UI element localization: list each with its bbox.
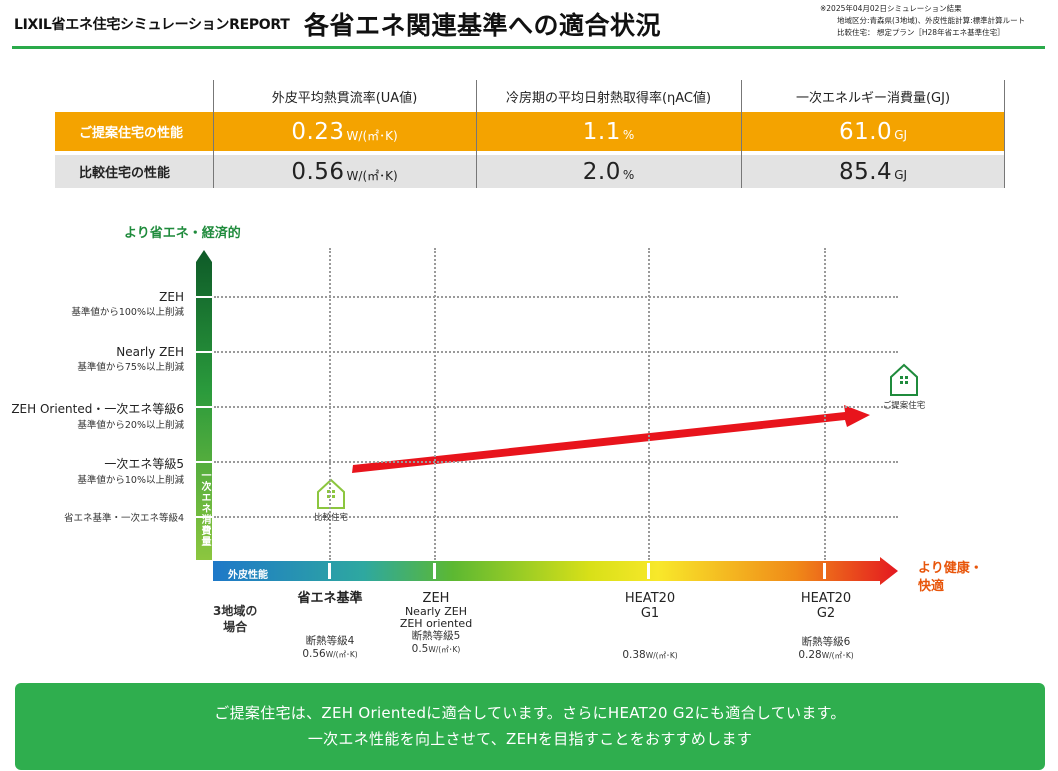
y-tick xyxy=(196,296,212,298)
summary-line-2: 一次エネ性能を向上させて、ZEHを目指すことをおすすめします xyxy=(307,730,753,748)
grid-line xyxy=(214,296,898,298)
meta-comparison: 比較住宅： 想定プラン［H28年省エネ基準住宅］ xyxy=(837,28,1005,37)
y-tick xyxy=(196,406,212,408)
row-label-comparison: 比較住宅の性能 xyxy=(79,166,171,181)
x-tick xyxy=(823,563,826,579)
summary-banner: ご提案住宅は、ZEH Orientedに適合しています。さらにHEAT20 G2… xyxy=(15,683,1045,770)
proposal-house-icon xyxy=(890,363,918,396)
grid-line xyxy=(214,516,898,518)
column-divider xyxy=(476,80,477,188)
x-level-zeh: ZEH Nearly ZEH ZEH oriented 断熱等級5 0.5W/(… xyxy=(399,591,473,655)
y-axis-bar-label: 一次エネ消費量 xyxy=(199,470,210,547)
summary-line-1: ご提案住宅は、ZEH Orientedに適合しています。さらにHEAT20 G2… xyxy=(214,704,846,722)
x-axis-bar-label: 外皮性能 xyxy=(228,570,268,581)
comparison-house-label: 比較住宅 xyxy=(313,513,349,523)
x-tick xyxy=(647,563,650,579)
x-level-heat20-g1: HEAT20 G1 0.38W/(㎡･K) xyxy=(622,591,678,661)
cell-proposal-energy: 61.0 GJ xyxy=(838,118,908,145)
y-tick xyxy=(196,351,212,353)
improvement-arrow xyxy=(352,405,870,473)
x-tick xyxy=(328,563,331,579)
page-title: 各省エネ関連基準への適合状況 xyxy=(304,11,662,40)
grid-line xyxy=(824,248,826,560)
cell-comparison-energy: 85.4 GJ xyxy=(838,158,908,185)
cell-proposal-eta: 1.1% xyxy=(582,118,635,145)
header-divider xyxy=(12,46,1045,49)
y-level-zeh-oriented: ZEH Oriented・一次エネ等級6 基準値から20%以上削減 xyxy=(11,402,184,431)
x-axis-bar xyxy=(213,557,898,585)
y-axis-bar xyxy=(196,250,212,560)
comparison-house-icon xyxy=(317,478,345,509)
column-header-energy: 一次エネルギー消費量(GJ) xyxy=(795,90,951,106)
grid-line xyxy=(648,248,650,560)
x-tick xyxy=(433,563,436,579)
y-level-grade5: 一次エネ等級5 基準値から10%以上削減 xyxy=(77,457,184,486)
table-header-row: 外皮平均熱貫流率(UA値) 冷房期の平均日射熱取得率(ηAC値) 一次エネルギー… xyxy=(55,80,1005,112)
y-level-zeh: ZEH 基準値から100%以上削減 xyxy=(71,290,184,318)
proposal-house-label: ご提案住宅 xyxy=(882,401,926,411)
cell-comparison-ua: 0.56 W/(㎡･K) xyxy=(291,158,398,185)
y-tick xyxy=(196,461,212,463)
y-level-nearly-zeh: Nearly ZEH 基準値から75%以上削減 xyxy=(77,345,184,373)
column-divider xyxy=(1004,80,1005,188)
cell-comparison-eta: 2.0% xyxy=(582,158,635,185)
cell-proposal-ua: 0.23 W/(㎡･K) xyxy=(291,118,398,145)
y-level-grade4: 省エネ基準・一次エネ等級4 xyxy=(63,513,184,524)
y-tick xyxy=(196,516,212,518)
x-axis-end-label: より健康・ 快適 xyxy=(918,561,983,594)
grid-line xyxy=(329,248,331,560)
meta-region: 地域区分:青森県(3地域)、外皮性能計算:標準計算ルート xyxy=(837,16,1026,25)
report-name: LIXIL省エネ住宅シミュレーションREPORT xyxy=(14,17,290,33)
x-level-heat20-g2: HEAT20 G2 断熱等級6 0.28W/(㎡･K) xyxy=(798,591,854,661)
grid-line xyxy=(214,406,898,408)
grid-line xyxy=(214,351,898,353)
x-level-energy-standard: 省エネ基準 断熱等級4 0.56W/(㎡･K) xyxy=(297,591,363,660)
grid-line xyxy=(214,461,898,463)
column-divider xyxy=(213,80,214,188)
column-header-eta: 冷房期の平均日射熱取得率(ηAC値) xyxy=(505,90,712,106)
row-label-proposal: ご提案住宅の性能 xyxy=(79,126,184,141)
column-header-ua: 外皮平均熱貫流率(UA値) xyxy=(271,90,418,106)
region-label: 3地域の 場合 xyxy=(213,604,258,634)
compliance-chart xyxy=(196,250,918,585)
grid-line xyxy=(434,248,436,560)
y-axis-title: より省エネ・経済的 xyxy=(124,226,241,241)
meta-date: ※2025年04月02日シミュレーション結果 xyxy=(820,4,962,13)
column-divider xyxy=(741,80,742,188)
